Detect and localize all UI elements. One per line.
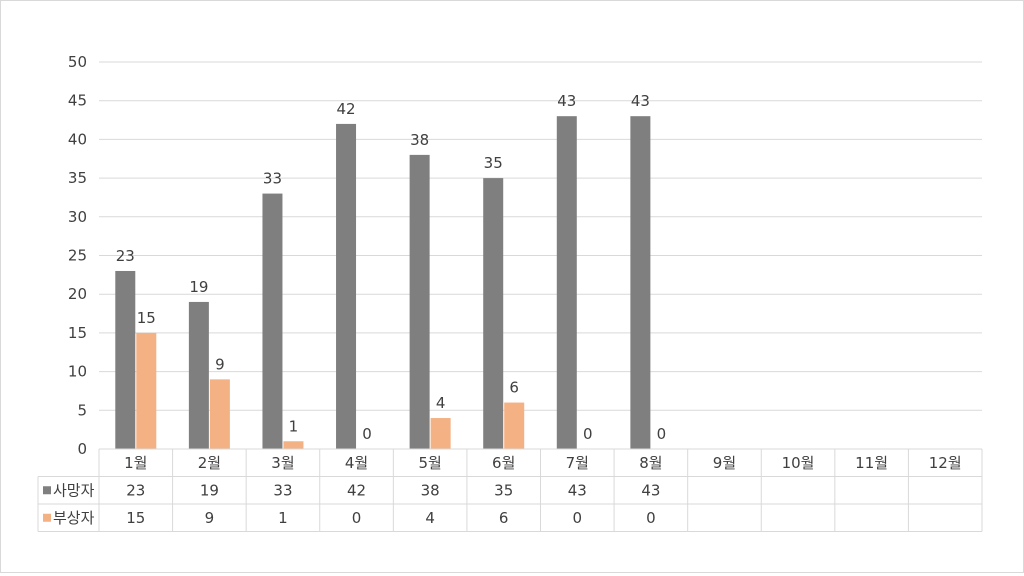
x-tick-label: 5월 (418, 454, 441, 472)
table-cell: 0 (573, 509, 583, 527)
table-cell: 38 (421, 481, 440, 499)
bar-deaths (336, 123, 357, 450)
bar-deaths (188, 301, 209, 449)
bar-deaths (262, 193, 283, 449)
x-tick-label: 10월 (782, 454, 815, 472)
data-label: 42 (336, 100, 355, 118)
y-tick-label: 30 (68, 208, 87, 226)
data-label: 9 (215, 355, 225, 373)
x-tick-label: 11월 (855, 454, 888, 472)
data-label: 35 (484, 154, 503, 172)
bar-deaths (630, 116, 651, 450)
data-label: 0 (362, 425, 372, 443)
bar-injuries (209, 379, 230, 449)
table-cell: 0 (352, 509, 362, 527)
data-label: 1 (289, 417, 299, 435)
data-label: 23 (116, 247, 135, 265)
data-label: 6 (509, 379, 519, 397)
data-label: 43 (557, 92, 576, 110)
data-labels: 23 19 33 42 38 35 43 43 15 9 1 0 4 6 0 0 (116, 92, 666, 443)
table-cell: 9 (205, 509, 215, 527)
y-tick-label: 25 (68, 247, 87, 265)
data-label: 0 (657, 425, 667, 443)
legend-key (43, 513, 51, 522)
y-tick-label: 45 (68, 92, 87, 110)
table-cell: 1 (278, 509, 288, 527)
x-tick-label: 6월 (492, 454, 515, 472)
y-tick-label: 20 (68, 285, 87, 303)
table-cell: 43 (641, 481, 660, 499)
data-label: 4 (436, 394, 446, 412)
table-cell: 23 (126, 481, 145, 499)
table-cell: 33 (273, 481, 292, 499)
y-tick-label: 5 (77, 401, 87, 419)
bar-injuries (136, 332, 157, 449)
x-tick-label: 3월 (271, 454, 294, 472)
table-cell: 42 (347, 481, 366, 499)
data-label: 33 (263, 170, 282, 188)
bar-deaths (115, 270, 136, 449)
y-tick-label: 0 (77, 440, 87, 458)
x-tick-label: 4월 (345, 454, 368, 472)
legend-key (43, 486, 51, 495)
bar-injuries (504, 402, 525, 449)
y-tick-label: 15 (68, 324, 87, 342)
bar-injuries (430, 418, 451, 449)
x-tick-label: 7월 (566, 454, 589, 472)
bars (115, 116, 651, 450)
y-tick-label: 40 (68, 130, 87, 148)
bar-injuries (283, 441, 304, 449)
y-tick-label: 10 (68, 363, 87, 381)
series-name: 사망자 (53, 481, 95, 499)
table-cell: 43 (568, 481, 587, 499)
table-cell: 0 (646, 509, 656, 527)
table-cell: 35 (494, 481, 513, 499)
bar-deaths (483, 178, 504, 449)
series-name: 부상자 (53, 509, 95, 527)
table-cell: 4 (425, 509, 435, 527)
y-axis: 0 5 10 15 20 25 30 35 40 45 50 (68, 53, 87, 458)
table-cell: 15 (126, 509, 145, 527)
data-label: 38 (410, 131, 429, 149)
x-tick-label: 1월 (124, 454, 147, 472)
data-label: 19 (189, 278, 208, 296)
gridlines (99, 61, 982, 450)
x-tick-label: 8월 (639, 454, 662, 472)
x-tick-label: 2월 (198, 454, 221, 472)
x-tick-label: 9월 (713, 454, 736, 472)
data-label: 43 (631, 92, 650, 110)
bar-deaths (409, 154, 430, 449)
table-cell: 19 (200, 481, 219, 499)
table-cell: 6 (499, 509, 509, 527)
y-tick-label: 50 (68, 53, 87, 71)
x-tick-label: 12월 (929, 454, 962, 472)
data-label: 0 (583, 425, 593, 443)
y-tick-label: 35 (68, 169, 87, 187)
data-label: 15 (137, 309, 156, 327)
bar-deaths (556, 116, 577, 450)
